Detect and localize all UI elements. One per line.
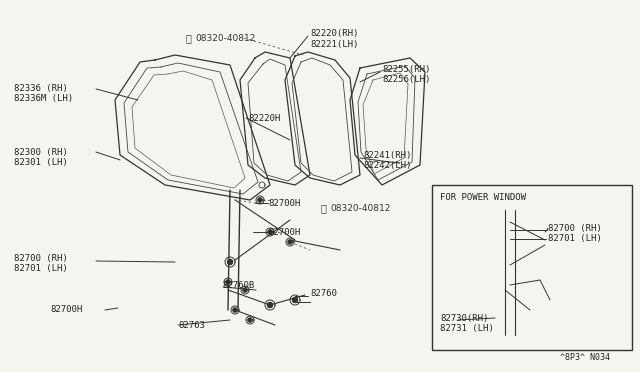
Text: FOR POWER WINDOW: FOR POWER WINDOW	[440, 192, 526, 202]
Polygon shape	[508, 220, 512, 224]
Text: 82336M (LH): 82336M (LH)	[14, 93, 73, 103]
Polygon shape	[226, 280, 230, 284]
Text: 82701 (LH): 82701 (LH)	[14, 263, 68, 273]
Text: 82220(RH): 82220(RH)	[310, 29, 358, 38]
Text: Ⓢ: Ⓢ	[320, 203, 326, 213]
Polygon shape	[547, 294, 550, 296]
Text: 82241(RH): 82241(RH)	[363, 151, 412, 160]
Text: 82700 (RH): 82700 (RH)	[14, 253, 68, 263]
Text: 82731 (LH): 82731 (LH)	[440, 324, 493, 333]
Text: 82256(LH): 82256(LH)	[382, 74, 430, 83]
Polygon shape	[288, 240, 292, 244]
Text: 82763: 82763	[178, 321, 205, 330]
Text: 82700H: 82700H	[268, 228, 300, 237]
Polygon shape	[533, 288, 537, 292]
Polygon shape	[518, 308, 522, 312]
Text: 82300 (RH): 82300 (RH)	[14, 148, 68, 157]
Polygon shape	[268, 302, 273, 308]
Polygon shape	[243, 288, 247, 292]
Polygon shape	[538, 312, 543, 317]
Bar	[432, 185, 632, 350]
Polygon shape	[248, 318, 252, 322]
Text: 82700H: 82700H	[268, 199, 300, 208]
Text: 82701 (LH): 82701 (LH)	[548, 234, 602, 243]
Text: 82221(LH): 82221(LH)	[310, 39, 358, 48]
Text: Ⓢ: Ⓢ	[185, 33, 191, 43]
Text: 82760B: 82760B	[222, 282, 254, 291]
Text: ^8P3^ N034: ^8P3^ N034	[560, 353, 610, 362]
Text: 82336 (RH): 82336 (RH)	[14, 83, 68, 93]
Text: 08320-40812: 08320-40812	[195, 33, 255, 42]
Text: 82700H: 82700H	[50, 305, 83, 314]
Polygon shape	[268, 230, 272, 234]
Text: 82730(RH): 82730(RH)	[440, 314, 488, 323]
Text: 82760: 82760	[310, 289, 337, 298]
Polygon shape	[292, 298, 298, 302]
Text: 08320-40812: 08320-40812	[330, 203, 390, 212]
Text: 82220H: 82220H	[248, 113, 280, 122]
Text: 82255(RH): 82255(RH)	[382, 64, 430, 74]
Polygon shape	[258, 198, 262, 202]
Text: 82700 (RH): 82700 (RH)	[548, 224, 602, 232]
Polygon shape	[508, 283, 512, 287]
Text: 82242(LH): 82242(LH)	[363, 160, 412, 170]
Polygon shape	[227, 260, 232, 264]
Polygon shape	[233, 308, 237, 312]
Polygon shape	[508, 263, 512, 267]
Text: 82301 (LH): 82301 (LH)	[14, 157, 68, 167]
